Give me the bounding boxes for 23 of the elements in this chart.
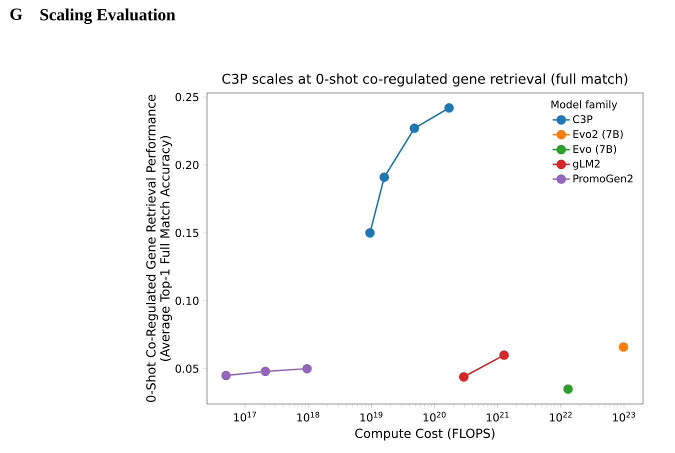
y-tick-label: 0.15 [176, 228, 198, 238]
text: G [10, 8, 22, 20]
y-tick-label: 0.10 [176, 296, 199, 305]
x-tick-label: 10$^{23}$ [613, 412, 635, 422]
legend-label: gLM2 [573, 160, 600, 170]
x-tick-label: 10$^{18}$ [297, 412, 320, 422]
y-axis-title: 0-Shot Co-Regulated Gene Retrieval Performance (Average Top-1 Full Match Accuracy) [146, 94, 172, 402]
y-tick-label: 0.20 [176, 160, 199, 170]
x-tick-label: 10$^{17}$ [234, 412, 256, 422]
legend-label: PromoGen2 [574, 174, 632, 182]
x-tick-label: 10$^{20}$ [424, 412, 446, 422]
legend-label: Evo (7B) [574, 144, 616, 154]
legend-label: Evo2 (7B) [574, 130, 623, 140]
x-tick-label: 10$^{21}$ [486, 412, 509, 422]
y-tick-label: 0.05 [176, 364, 198, 373]
text: Scaling Evaluation [40, 8, 176, 24]
legend-title: Model family [552, 100, 618, 110]
legend-label: C3P [573, 115, 592, 124]
x-axis-title: Compute Cost (FLOPS) [355, 428, 494, 440]
y-tick-label: 0.25 [176, 92, 198, 102]
x-tick-label: 10$^{19}$ [360, 412, 382, 422]
chart-title: C3P scales at 0-shot co-regulated gene retrieval (full match) [222, 73, 628, 86]
x-tick-label: 10$^{22}$ [550, 412, 572, 422]
